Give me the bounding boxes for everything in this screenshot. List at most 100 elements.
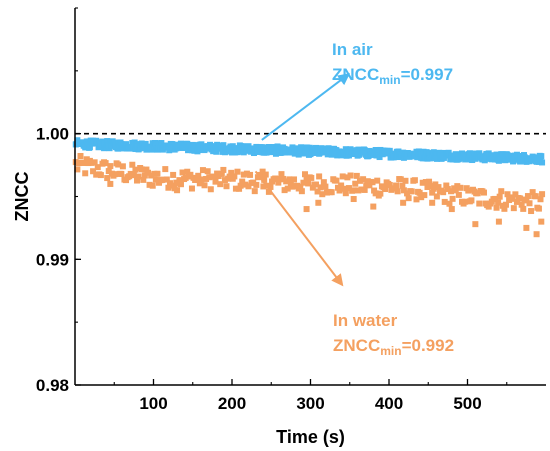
series-layer [72,137,546,238]
data-point-water [275,179,282,186]
data-point-water [441,198,448,205]
data-point-water [524,193,531,200]
data-point-water [289,183,296,190]
data-point-water [163,176,170,183]
data-point-water [236,185,243,192]
data-point-water [261,176,268,183]
data-point-water [107,163,114,170]
data-point-water [308,174,315,181]
data-point-water [237,182,244,189]
data-point-water [198,176,205,183]
data-point-water [370,203,377,210]
data-point-water [446,200,453,207]
data-point-air [420,148,427,155]
data-point-water [165,184,172,191]
data-point-water [259,168,266,175]
data-point-air [379,151,386,158]
data-point-water [444,186,451,193]
data-point-water [148,172,155,179]
data-point-water [427,183,434,190]
data-point-water [77,152,84,159]
data-point-water [210,173,217,180]
data-point-water [176,177,183,184]
data-point-water [315,199,322,206]
annotation-title-water: In water [333,311,398,330]
data-point-water [366,182,373,189]
data-point-water [97,172,104,179]
data-point-water [177,181,184,188]
data-point-water [305,180,312,187]
axes-layer: 100 200 300 400 500 0.98 0.99 1.00 [36,7,546,413]
data-point-air [177,140,184,147]
data-point-water [496,193,503,200]
data-point-water [129,161,136,168]
data-point-water [319,191,326,198]
data-point-water [204,168,211,175]
data-point-water [495,199,502,206]
data-point-air [213,148,220,155]
data-point-water [518,201,525,208]
data-point-water [424,183,431,190]
data-point-water [88,159,95,166]
data-point-air [493,151,500,158]
annotation-value-water: ZNCCmin=0.992 [333,336,454,358]
data-point-water [345,185,352,192]
data-point-water [499,202,506,209]
data-point-water [203,175,210,182]
data-point-water [369,179,376,186]
series-water [72,152,546,238]
data-point-water [528,208,535,215]
data-point-water [452,187,459,194]
data-point-water [193,175,200,182]
data-point-air [150,146,157,153]
data-point-water [400,187,407,194]
data-point-water [322,183,329,190]
data-point-water [195,172,202,179]
data-point-water [152,176,159,183]
data-point-water [297,183,304,190]
y-tick-label: 0.99 [36,250,69,269]
data-point-water [234,168,241,175]
data-point-water [364,178,371,185]
data-point-water [215,173,222,180]
data-point-water [278,171,285,178]
data-point-water [432,181,439,188]
data-point-water [397,176,404,183]
data-point-water [474,190,481,197]
data-point-water [350,187,357,194]
data-point-water [520,205,527,212]
data-point-water [303,206,310,213]
data-point-water [145,169,152,176]
data-point-water [258,172,265,179]
data-point-water [422,179,429,186]
data-point-water [361,186,368,193]
data-point-water [130,172,137,179]
x-tick-label: 100 [139,394,167,413]
data-point-water [280,175,287,182]
data-point-air [166,147,173,154]
data-point-water [240,171,247,178]
data-point-air [189,141,196,148]
data-point-water [298,188,305,195]
data-point-air [433,155,440,162]
data-point-water [223,183,230,190]
data-point-water [184,168,191,175]
data-point-air [275,145,282,152]
data-point-water [291,176,298,183]
data-point-air [452,151,459,158]
data-point-water [435,184,442,191]
data-point-water [243,170,250,177]
data-point-water [429,189,436,196]
data-point-water [283,178,290,185]
x-tick-label: 200 [218,394,246,413]
data-point-air [120,145,127,152]
data-point-water [201,182,208,189]
data-point-water [83,156,90,163]
data-point-water [328,189,335,196]
data-point-water [226,173,233,180]
data-point-water [228,169,235,176]
data-point-water [356,177,363,184]
data-point-water [501,205,508,212]
data-point-water [342,190,349,197]
